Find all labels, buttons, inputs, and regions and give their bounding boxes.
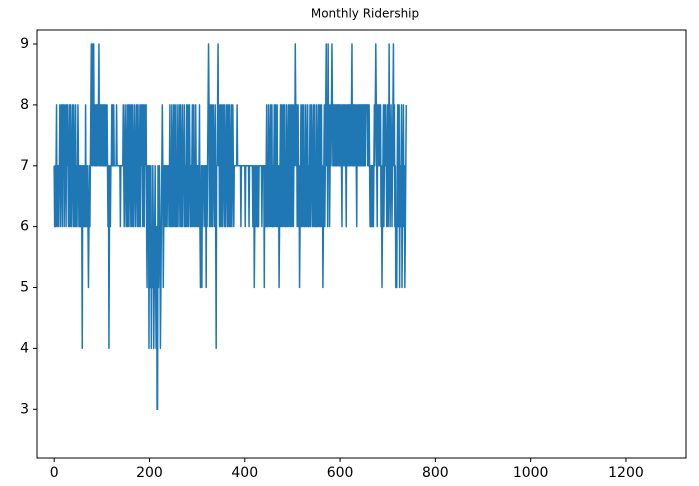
x-tick-label: 0 xyxy=(50,465,59,481)
data-line xyxy=(53,43,408,411)
plot-frame xyxy=(36,29,687,459)
y-tick-label: 7 xyxy=(20,158,29,174)
y-tick-label: 5 xyxy=(20,280,29,296)
x-tick-label: 1000 xyxy=(513,465,549,481)
x-tick-label: 600 xyxy=(327,465,354,481)
y-tick-label: 3 xyxy=(20,401,29,417)
y-tick-label: 8 xyxy=(20,97,29,113)
x-tick-label: 400 xyxy=(231,465,258,481)
y-tick-label: 6 xyxy=(20,219,29,235)
y-tick-label: 4 xyxy=(20,340,29,356)
x-tick-label: 200 xyxy=(136,465,163,481)
chart-title: Monthly Ridership xyxy=(311,7,419,21)
x-tick-label: 800 xyxy=(422,465,449,481)
y-tick-label: 9 xyxy=(20,36,29,52)
x-tick-label: 1200 xyxy=(608,465,644,481)
